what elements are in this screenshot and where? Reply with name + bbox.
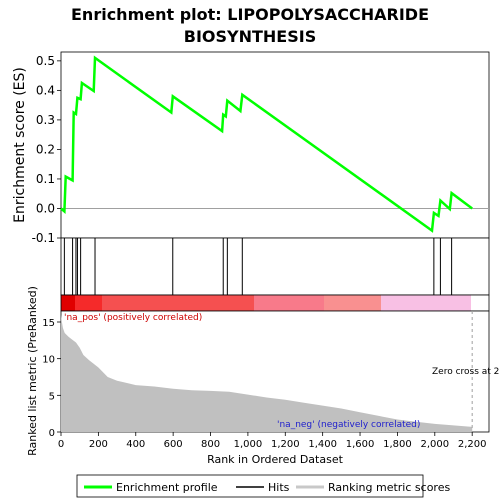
es-ytick-label: 0.4 [36, 83, 55, 97]
es-axis-label: Enrichment score (ES) [12, 67, 28, 223]
enrichment-profile-line [60, 55, 473, 233]
legend: Enrichment profile Hits Ranking metric s… [76, 474, 450, 498]
band-segment-6 [381, 295, 471, 311]
rank-xtick-label: 1,000 [234, 439, 263, 450]
rank-ytick-label: 10 [42, 355, 55, 366]
positive-correlation-label: 'na_pos' (positively correlated) [64, 313, 202, 323]
legend-hits-label: Hits [268, 481, 290, 494]
es-ytick-label: 0.1 [36, 172, 55, 186]
es-ytick-label: 0.0 [36, 201, 55, 215]
rank-xtick-label: 1,800 [383, 439, 412, 450]
negative-correlation-label: 'na_neg' (negatively correlated) [277, 420, 420, 430]
rank-xtick-label: 400 [126, 439, 145, 450]
rank-ytick-label: 0 [49, 428, 55, 439]
legend-enrichment-label: Enrichment profile [116, 481, 218, 494]
rank-xtick-label: 600 [164, 439, 183, 450]
chart-title-line-2: BIOSYNTHESIS [184, 27, 316, 46]
ranking-axis-label: Ranked list metric (PreRanked) [26, 286, 39, 456]
band-segment-1 [61, 295, 75, 311]
band-segment-2 [75, 295, 102, 311]
rank-axis-label: Rank in Ordered Dataset [207, 453, 344, 466]
rank-xtick-label: 2,200 [458, 439, 487, 450]
legend-frame [76, 474, 424, 498]
zero-cross-label: Zero cross at 2 [432, 367, 499, 377]
band-segment-7 [471, 295, 489, 311]
rank-xtick-label: 800 [201, 439, 220, 450]
rank-ytick-label: 5 [49, 391, 55, 402]
rank-ytick-label: 15 [42, 318, 55, 329]
es-ytick-label: -0.1 [32, 231, 55, 245]
chart-title-line-1: Enrichment plot: LIPOPOLYSACCHARIDE [71, 5, 429, 24]
band-segment-5 [324, 295, 381, 311]
es-panel: -0.1 0.0 0.1 0.2 0.3 0.4 0.5 Enrichment score … [12, 51, 490, 245]
band-segment-3 [102, 295, 254, 311]
rank-xtick-label: 0 [58, 439, 64, 450]
ranking-panel: Zero cross at 2 'na_pos' (positively cor… [26, 286, 499, 466]
es-ytick-label: 0.5 [36, 54, 55, 68]
es-ytick-label: 0.3 [36, 113, 55, 127]
rank-xtick-label: 1,400 [308, 439, 337, 450]
band-segment-4 [254, 295, 324, 311]
hits-panel-frame [60, 237, 490, 296]
legend-ranking-label: Ranking metric scores [328, 481, 450, 494]
es-ytick-label: 0.2 [36, 142, 55, 156]
rank-color-band [60, 294, 490, 312]
rank-xtick-label: 200 [89, 439, 108, 450]
rank-xtick-label: 1,600 [346, 439, 375, 450]
ranking-metric-area [61, 314, 473, 432]
rank-xtick-label: 2,000 [420, 439, 449, 450]
rank-xtick-label: 1,200 [271, 439, 300, 450]
hits-panel [60, 237, 490, 296]
es-panel-frame [60, 51, 490, 239]
